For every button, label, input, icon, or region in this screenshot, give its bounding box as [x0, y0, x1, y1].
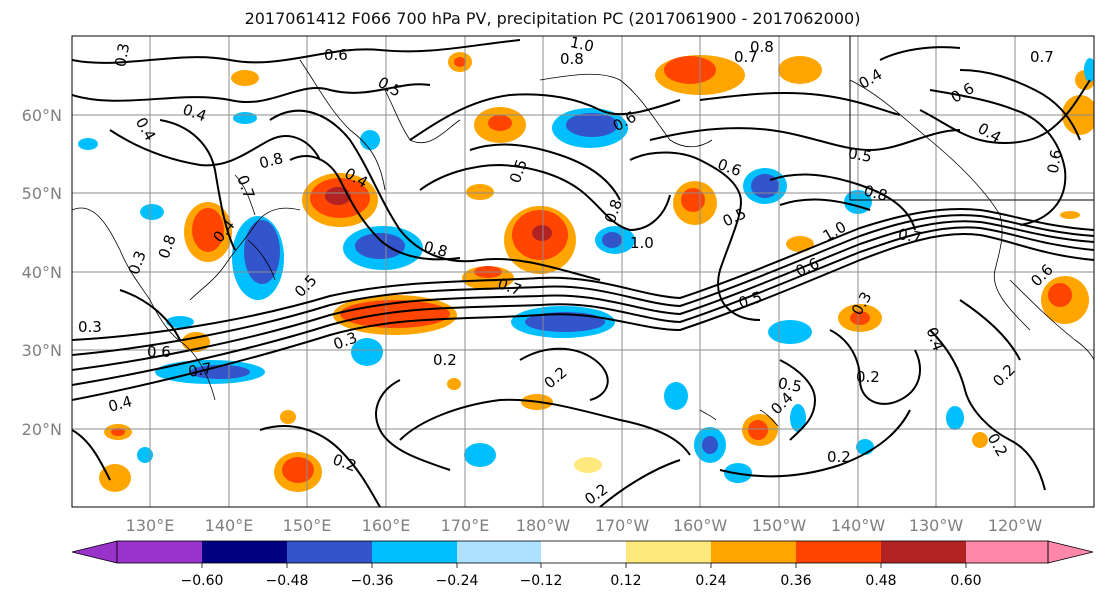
- colorbar-tick-label: −0.48: [266, 573, 309, 589]
- lat-label: 50°N: [22, 184, 62, 203]
- colorbar-tick-label: 0.48: [865, 573, 896, 589]
- colorbar-segment: [202, 541, 287, 563]
- contour-label: 1.0: [568, 33, 595, 56]
- lon-label: 140°E: [205, 516, 254, 535]
- colorbar-tick-label: 0.60: [950, 573, 981, 589]
- figure-title: 2017061412 F066 700 hPa PV, precipitatio…: [244, 9, 861, 28]
- contour-label: 0.3: [111, 42, 133, 69]
- colorbar-tick-label: 0.12: [610, 573, 641, 589]
- contour-label: 0.7: [897, 225, 924, 247]
- contour-label: 0.8: [862, 181, 890, 205]
- lon-label: 170°W: [595, 516, 650, 535]
- contour-label: 0.7: [734, 48, 758, 66]
- contour-label: 0.8: [422, 237, 450, 261]
- lat-label-layer: 60°N 50°N 40°N 30°N 20°N: [22, 106, 62, 439]
- colorbar: −0.60 −0.48 −0.36 −0.24 −0.12 0.12 0.24 …: [71, 540, 1094, 589]
- precip-shading-layer: [78, 52, 1094, 492]
- contour-label: 0.3: [78, 318, 102, 336]
- colorbar-segment: [881, 541, 966, 563]
- contour-label: 0.4: [106, 392, 134, 416]
- contour-label: 0.5: [777, 374, 804, 396]
- lon-label: 150°W: [752, 516, 807, 535]
- region-box: [849, 36, 1094, 201]
- contour-label: 0.6: [147, 343, 171, 361]
- colorbar-tick-label: 0.24: [695, 573, 726, 589]
- lon-label-layer: 130°E 140°E 150°E 160°E 170°E 180°W 170°…: [126, 516, 1043, 535]
- contour-label: 0.5: [847, 144, 874, 166]
- pv-contours: [72, 39, 1094, 507]
- contour-label: 0.6: [1044, 148, 1066, 175]
- contour-label: 0.2: [827, 448, 851, 466]
- lat-label: 40°N: [22, 263, 62, 282]
- contour-label: 0.7: [1030, 48, 1054, 66]
- lon-label: 120°W: [988, 516, 1043, 535]
- colorbar-extend-min: [71, 540, 118, 564]
- colorbar-tick-label: −0.24: [436, 573, 479, 589]
- contour-label: 0.2: [433, 351, 457, 369]
- lon-label: 170°E: [441, 516, 490, 535]
- colorbar-segment: [796, 541, 881, 563]
- lon-label: 150°E: [283, 516, 332, 535]
- colorbar-segment: [117, 541, 202, 563]
- lat-label: 30°N: [22, 341, 62, 360]
- lon-label: 180°W: [516, 516, 571, 535]
- colorbar-segment: [372, 541, 457, 563]
- contour-label: 1.0: [630, 234, 654, 252]
- colorbar-tick-label: −0.12: [520, 573, 563, 589]
- contour-label: 0.7: [187, 359, 214, 381]
- colorbar-segment: [287, 541, 372, 563]
- graticule: [72, 36, 1094, 507]
- colorbar-tick-labels: −0.60 −0.48 −0.36 −0.24 −0.12 0.12 0.24 …: [181, 573, 982, 589]
- contour-label: 0.8: [750, 38, 774, 56]
- colorbar-tick-label: −0.60: [181, 573, 224, 589]
- colorbar-segment: [457, 541, 541, 563]
- colorbar-tick-label: 0.36: [780, 573, 811, 589]
- contour-label: 0.8: [560, 50, 584, 68]
- contour-label: 0.6: [324, 46, 348, 64]
- lon-label: 160°W: [673, 516, 728, 535]
- lon-label: 130°W: [909, 516, 964, 535]
- colorbar-segment: [541, 541, 626, 563]
- lat-label: 20°N: [22, 420, 62, 439]
- colorbar-outline: [116, 540, 1049, 564]
- colorbar-segment: [711, 541, 796, 563]
- map-frame: [71, 35, 1095, 508]
- lat-label: 60°N: [22, 106, 62, 125]
- lon-label: 160°E: [362, 516, 411, 535]
- coastlines: [72, 59, 1094, 427]
- lon-label: 130°E: [126, 516, 175, 535]
- colorbar-extend-max: [1047, 540, 1094, 564]
- contour-label: 0.2: [856, 368, 880, 386]
- colorbar-segment: [966, 541, 1048, 563]
- colorbar-tick-label: −0.36: [351, 573, 394, 589]
- lon-label: 140°W: [831, 516, 886, 535]
- contour-label: 0.8: [257, 149, 285, 173]
- colorbar-ticks: [201, 563, 967, 568]
- colorbar-segment: [626, 541, 711, 563]
